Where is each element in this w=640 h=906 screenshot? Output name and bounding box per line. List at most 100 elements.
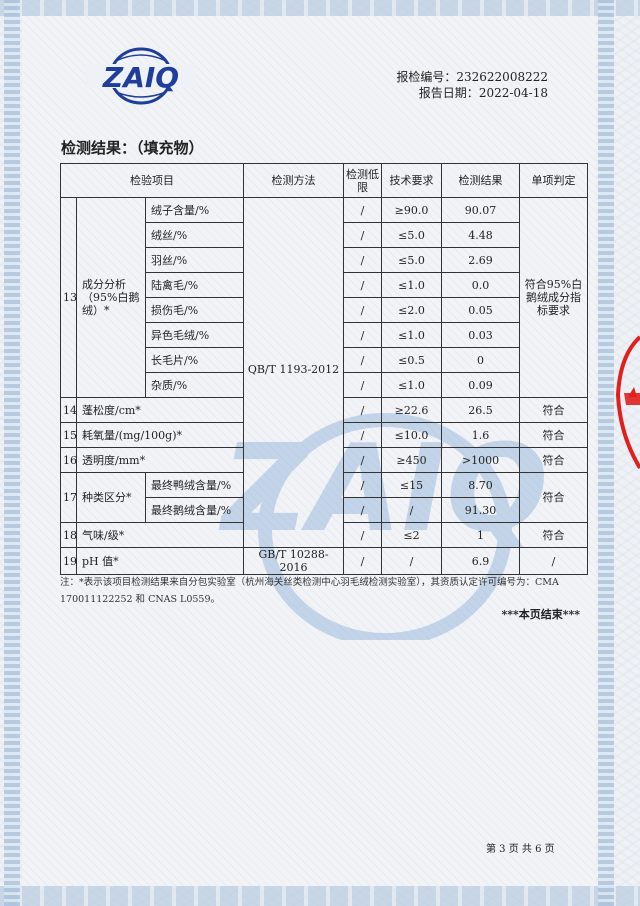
result: 1.6 [441, 422, 521, 448]
header-result: 检测结果 [441, 163, 521, 198]
item-name: 蓬松度/cm* [75, 397, 245, 423]
requirement: ≥450 [381, 447, 443, 473]
result: 91.30 [441, 497, 521, 523]
table-row: 17 种类区分* 最终鸭绒含量/% / ≤15 8.70 符合 [60, 472, 589, 523]
result: 0.05 [441, 297, 521, 323]
item-name: 种类区分* [76, 472, 146, 523]
judgment: 符合95%白鹅绒成分指标要求 [519, 197, 589, 398]
header-item: 检验项目 [59, 163, 245, 198]
result: 6.9 [441, 547, 521, 575]
judgment: 符合 [519, 472, 589, 523]
report-date: 2022-04-18 [478, 86, 548, 100]
requirement: ≤5.0 [381, 247, 443, 273]
judgment: 符合 [519, 422, 589, 448]
result: >1000 [441, 447, 521, 473]
row-no: 17 [60, 472, 77, 523]
limit: / [343, 547, 383, 575]
report-no: 232622008222 [456, 70, 548, 84]
item-name: 成分分析（95%白鹅绒）* [76, 197, 146, 398]
result: 0.03 [441, 322, 521, 348]
red-seal-stamp [615, 335, 640, 470]
limit: / [343, 322, 383, 348]
item-name: pH 值* [75, 547, 245, 575]
security-border-right [598, 0, 614, 906]
sub-item: 杂质/% [144, 372, 245, 398]
table-row: 陆禽毛/% / ≤1.0 0.0 [61, 272, 588, 298]
sub-item: 绒子含量/% [144, 197, 245, 223]
result: 1 [441, 522, 521, 548]
sub-item: 绒丝/% [144, 222, 245, 248]
table-row: 杂质/% / ≤1.0 0.09 [61, 372, 588, 398]
requirement: ≤1.0 [381, 272, 443, 298]
row-no: 19 [60, 547, 77, 575]
sub-item: 最终鹅绒含量/% [144, 497, 245, 523]
sub-item: 异色毛绒/% [144, 322, 245, 348]
limit: / [343, 297, 383, 323]
limit: / [343, 497, 383, 523]
requirement: ≥90.0 [381, 197, 443, 223]
table-row: 19 pH 值* GB/T 10288-2016//6.9/ [60, 547, 589, 575]
row-no: 14 [60, 397, 77, 423]
limit: / [343, 247, 383, 273]
sub-item: 损伤毛/% [144, 297, 245, 323]
requirement: ≤10.0 [381, 422, 443, 448]
requirement: ≤1.0 [381, 322, 443, 348]
security-border-left [4, 0, 20, 906]
report-date-label: 报告日期： [418, 86, 479, 100]
sub-item: 长毛片/% [144, 347, 245, 373]
result: 4.48 [441, 222, 521, 248]
item-name: 耗氧量/(mg/100g)* [75, 422, 245, 448]
table-row: 16 透明度/mm* / ≥450 >1000 符合 [60, 447, 589, 473]
result: 0.09 [441, 372, 521, 398]
limit: / [343, 447, 383, 473]
requirement: ≤5.0 [381, 222, 443, 248]
results-table: 检验项目 检测方法 检测低限 技术要求 检测结果 单项判定 13 成分分析（95… [59, 163, 589, 575]
row-no: 18 [60, 522, 77, 548]
requirement: / [381, 547, 443, 575]
header-judgment: 单项判定 [519, 163, 589, 198]
limit: / [343, 422, 383, 448]
table-row: 损伤毛/% / ≤2.0 0.05 [61, 297, 588, 323]
result: 8.70 [441, 472, 521, 498]
result: 2.69 [441, 247, 521, 273]
row-no: 13 [60, 197, 77, 398]
requirement: ≤2 [381, 522, 443, 548]
limit: / [343, 272, 383, 298]
limit: / [343, 372, 383, 398]
limit: / [343, 522, 383, 548]
report-meta: 报检编号：232622008222 报告日期：2022-04-18 [396, 69, 548, 101]
table-header-row: 检验项目 检测方法 检测低限 技术要求 检测结果 单项判定 [59, 163, 589, 198]
page-number: 第 3 页 共 6 页 [486, 844, 555, 855]
limit: / [343, 472, 383, 498]
table-row: 异色毛绒/% / ≤1.0 0.03 [61, 322, 588, 348]
method: QB/T 1193-2012 [243, 197, 345, 548]
method: GB/T 10288-2016 [243, 547, 345, 575]
sub-item: 陆禽毛/% [144, 272, 245, 298]
table-row: 长毛片/% / ≤0.5 0 [61, 347, 588, 373]
header-limit: 检测低限 [343, 163, 383, 198]
table-row: 18 气味/级* / ≤2 1 符合 [60, 522, 589, 548]
header-requirement: 技术要求 [381, 163, 443, 198]
limit: / [343, 347, 383, 373]
svg-text:ZAIQ: ZAIQ [102, 61, 179, 94]
judgment: / [519, 547, 589, 575]
requirement: ≤15 [381, 472, 443, 498]
requirement: ≤0.5 [381, 347, 443, 373]
requirement: ≥22.6 [381, 397, 443, 423]
requirement: ≤2.0 [381, 297, 443, 323]
result: 90.07 [441, 197, 521, 223]
result: 0.0 [441, 272, 521, 298]
item-name: 气味/级* [75, 522, 245, 548]
result: 0 [441, 347, 521, 373]
requirement: ≤1.0 [381, 372, 443, 398]
table-row: 13 成分分析（95%白鹅绒）* 绒子含量/% QB/T 1193-2012 /… [60, 197, 589, 548]
limit: / [343, 222, 383, 248]
zaiq-logo: ZAIQ [86, 47, 196, 105]
judgment: 符合 [519, 397, 589, 423]
requirement: / [381, 497, 443, 523]
footnote: 注：*表示该项目检测结果来自分包实验室（杭州海关丝类检测中心羽毛绒检测实验室），… [60, 577, 559, 605]
judgment: 符合 [519, 522, 589, 548]
sub-item: 羽丝/% [144, 247, 245, 273]
row-no: 15 [60, 422, 77, 448]
item-name: 透明度/mm* [75, 447, 245, 473]
